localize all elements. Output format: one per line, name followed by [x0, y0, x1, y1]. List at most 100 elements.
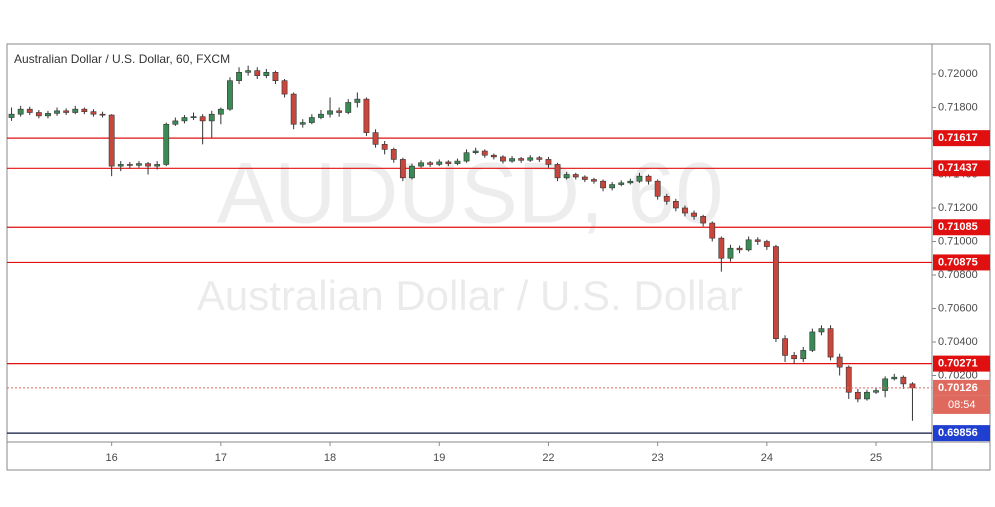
candle-body	[445, 161, 452, 164]
candle-body	[481, 150, 488, 156]
candle-body	[372, 132, 379, 145]
x-tick-label: 19	[433, 452, 445, 464]
candle-body	[63, 110, 70, 113]
candle-body	[199, 116, 206, 122]
candle-body	[845, 366, 852, 393]
y-tick-label: 0.71800	[938, 101, 978, 113]
candle-body	[572, 174, 579, 178]
candle-body	[308, 117, 315, 123]
level-label: 0.71617	[938, 132, 978, 144]
y-tick-label: 0.71000	[938, 235, 978, 247]
current-price-box	[933, 379, 990, 396]
candle-body	[90, 111, 97, 115]
candle-body	[700, 216, 707, 224]
candle-body	[463, 152, 470, 162]
candle-body	[836, 356, 843, 368]
candle-body	[436, 161, 443, 165]
candle-body	[490, 154, 497, 158]
candle-body	[873, 390, 879, 393]
level-label-box	[933, 254, 990, 271]
candle-body	[254, 70, 261, 76]
candle-body	[600, 180, 606, 189]
chart-frame	[6, 43, 991, 471]
candle-body	[45, 113, 51, 117]
candle-body	[818, 328, 825, 333]
candle-body	[117, 164, 124, 167]
candle-body	[281, 80, 288, 95]
candle-body	[418, 162, 424, 167]
candle-body	[472, 150, 479, 154]
level-label: 0.70271	[938, 358, 978, 370]
plot-area	[7, 65, 932, 434]
candle-body	[172, 120, 179, 125]
candle-body	[263, 72, 270, 76]
y-tick-label: 0.72000	[938, 68, 978, 80]
candle-body	[900, 376, 907, 385]
candle-body	[354, 98, 361, 103]
candle-body	[563, 174, 570, 179]
candle-body	[581, 176, 588, 180]
candle-body	[136, 163, 142, 166]
watermark-symbol: AUDUSD, 60	[217, 146, 724, 242]
watermark-name: Australian Dollar / U.S. Dollar	[197, 272, 743, 319]
candle-body	[227, 80, 233, 110]
level-label-box	[933, 130, 990, 147]
candle-body	[81, 108, 88, 112]
candle-body	[208, 113, 215, 122]
candle-body	[682, 207, 688, 214]
candle-body	[754, 239, 761, 242]
current-price-label: 0.70126	[938, 382, 978, 394]
candle-body	[645, 175, 652, 182]
candle-body	[17, 108, 24, 115]
candle-body	[809, 331, 816, 351]
candle-body	[509, 158, 515, 162]
level-label-box	[933, 219, 990, 236]
x-tick-label: 16	[106, 452, 118, 464]
candle-body	[727, 247, 734, 259]
x-tick-label: 17	[215, 452, 227, 464]
candle-body	[409, 165, 415, 179]
candle-body	[390, 149, 397, 160]
candle-body	[236, 72, 242, 81]
candle-body	[554, 164, 561, 179]
level-label-box	[933, 355, 990, 372]
candle-body	[190, 116, 197, 118]
candle-body	[327, 110, 333, 115]
candle-body	[381, 144, 388, 150]
candle-body	[636, 175, 643, 182]
chart-title: Australian Dollar / U.S. Dollar, 60, FXC…	[14, 52, 230, 66]
candle-body	[882, 378, 889, 391]
candle-body	[672, 200, 679, 209]
candle-body	[163, 123, 170, 165]
candle-body	[290, 93, 297, 125]
candle-body	[126, 164, 133, 166]
candle-body	[654, 180, 661, 197]
x-tick-label: 25	[870, 452, 882, 464]
candle-body	[864, 391, 870, 400]
candle-body	[336, 110, 343, 113]
candle-body	[609, 184, 616, 189]
x-tick-label: 23	[652, 452, 664, 464]
candle-body	[54, 110, 60, 114]
y-tick-label: 0.70600	[938, 302, 978, 314]
x-tick-label: 22	[542, 452, 554, 464]
candle-body	[618, 182, 625, 185]
level-label-box	[933, 425, 990, 442]
x-tick-label: 24	[761, 452, 773, 464]
y-tick-label: 0.70400	[938, 336, 978, 348]
candle-body	[891, 376, 898, 380]
candle-body	[318, 113, 324, 118]
candle-body	[791, 355, 798, 360]
countdown-box	[933, 395, 990, 414]
candle-body	[217, 108, 224, 115]
level-label: 0.71437	[938, 162, 978, 174]
candle-body	[8, 113, 15, 118]
candle-body	[527, 157, 534, 161]
candle-body	[154, 164, 161, 167]
candle-body	[99, 113, 106, 116]
candle-body	[181, 117, 188, 122]
candle-body	[536, 157, 543, 160]
candle-body	[35, 112, 42, 117]
